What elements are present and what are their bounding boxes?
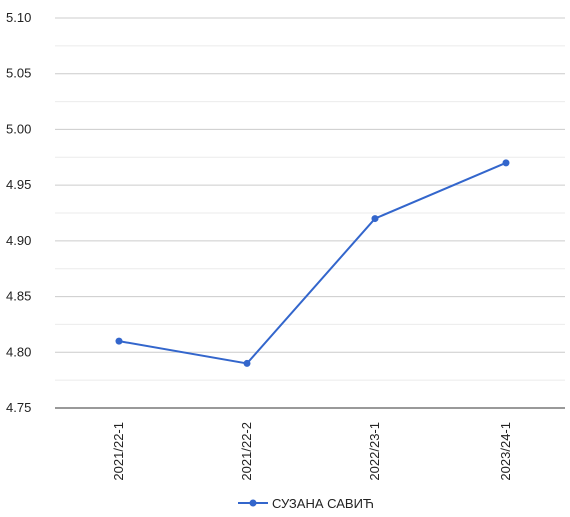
data-point[interactable] — [502, 159, 510, 167]
y-tick-label: 5.05 — [6, 66, 31, 81]
data-point[interactable] — [115, 337, 123, 345]
y-axis-ticks: 4.75 4.80 4.85 4.90 4.95 5.00 5.05 5.10 — [6, 10, 31, 415]
y-tick-label: 4.95 — [6, 177, 31, 192]
x-tick-label: 2021/22-2 — [239, 422, 254, 481]
x-tick-label: 2021/22-1 — [111, 422, 126, 481]
y-tick-label: 4.80 — [6, 344, 31, 359]
series-lines — [118, 161, 507, 365]
legend-marker — [249, 499, 257, 507]
y-tick-label: 4.75 — [6, 400, 31, 415]
y-tick-label: 5.10 — [6, 10, 31, 25]
x-tick-label: 2022/23-1 — [367, 422, 382, 481]
y-tick-label: 5.00 — [6, 121, 31, 136]
data-point[interactable] — [243, 359, 251, 367]
legend-label: СУЗАНА САВИЋ — [272, 496, 374, 511]
data-point[interactable] — [371, 215, 379, 223]
y-tick-label: 4.90 — [6, 233, 31, 248]
x-axis-ticks: 2021/22-1 2021/22-2 2022/23-1 2023/24-1 — [111, 422, 513, 481]
legend[interactable]: СУЗАНА САВИЋ — [238, 496, 374, 511]
x-tick-label: 2023/24-1 — [498, 422, 513, 481]
series-points — [115, 159, 510, 367]
gridlines — [55, 17, 565, 409]
y-tick-label: 4.85 — [6, 289, 31, 304]
series-line — [118, 161, 507, 365]
